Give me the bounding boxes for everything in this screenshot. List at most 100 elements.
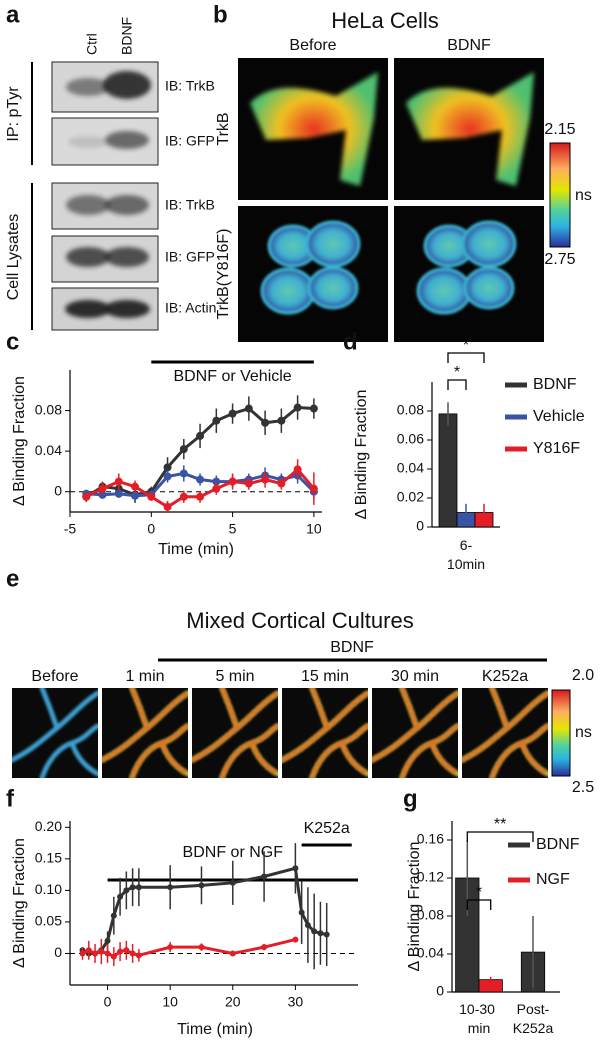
antibody-label: IB: TrkB: [165, 197, 215, 213]
y-tick-label: 0.10: [35, 881, 62, 897]
data-point: [135, 884, 142, 891]
data-point: [163, 463, 172, 472]
data-point: [110, 912, 117, 919]
x-tick-label: 6-10min: [447, 537, 485, 572]
x-axis-label: Time (min): [158, 541, 234, 558]
data-point: [179, 469, 188, 478]
antibody-label: IB: GFP: [165, 133, 215, 149]
micrograph: [372, 688, 458, 778]
panel-title: Mixed Cortical Cultures: [186, 608, 413, 633]
timepoint-label: 1 min: [125, 668, 164, 685]
y-tick-label: 0.02: [397, 489, 424, 505]
panel-label: b: [213, 1, 228, 28]
y-axis-label: Δ Binding Fraction: [406, 842, 423, 972]
lane-label: Ctrl: [84, 33, 100, 55]
data-point: [163, 502, 172, 511]
data-point: [277, 416, 286, 425]
scale-unit: ns: [575, 724, 592, 741]
annotation-label: BDNF or NGF: [183, 844, 284, 861]
data-point: [196, 431, 205, 440]
condition-label: BDNF: [447, 37, 491, 54]
data-point: [123, 887, 130, 894]
data-point: [198, 882, 205, 889]
data-point: [129, 950, 136, 957]
x-tick-label: 10: [306, 521, 322, 537]
micrographs: [12, 688, 571, 778]
significance-label: *: [463, 337, 469, 354]
data-point: [304, 922, 311, 929]
y-tick-label: 0.04: [417, 945, 444, 961]
data-point: [228, 409, 237, 418]
data-point: [129, 884, 136, 891]
data-point: [147, 492, 156, 501]
data-point: [292, 865, 299, 872]
significance-label: *: [476, 884, 482, 901]
scale-unit: ns: [575, 187, 592, 204]
data-point: [110, 953, 117, 960]
data-point: [309, 404, 318, 413]
group-label: IP: pTyr: [5, 86, 22, 142]
timepoint-label: Before: [31, 668, 78, 685]
panel-label: g: [403, 785, 418, 812]
antibody-label: IB: Actin: [165, 300, 216, 316]
data-point: [229, 950, 236, 957]
data-point: [135, 952, 142, 959]
micrographs: [238, 58, 571, 342]
data-point: [104, 937, 111, 944]
annotation-label: K252a: [304, 820, 350, 837]
x-tick-label: 0: [147, 521, 155, 537]
significance-label: *: [454, 364, 460, 381]
micrograph: [12, 688, 98, 778]
y-tick-label: 0.20: [35, 818, 62, 834]
data-point: [82, 492, 91, 501]
antibody-label: IB: GFP: [165, 249, 215, 265]
group-label: Cell Lysates: [5, 214, 22, 301]
data-point: [298, 909, 305, 916]
panel-label: f: [6, 785, 15, 812]
legend-label: BDNF: [533, 376, 577, 393]
legend-label: Y816F: [533, 440, 580, 457]
data-point: [261, 418, 270, 427]
x-tick-label: 30: [288, 994, 304, 1010]
data-point: [163, 472, 172, 481]
y-tick-label: 0.06: [397, 431, 424, 447]
treatment-label: BDNF: [330, 639, 374, 656]
data-point: [309, 484, 318, 493]
lane-label: BDNF: [119, 17, 135, 55]
micrograph: [462, 688, 548, 778]
scale-min: 2.5: [572, 779, 594, 796]
panel-title: HeLa Cells: [331, 8, 439, 33]
micrograph: [102, 688, 188, 778]
data-point: [92, 950, 99, 957]
x-axis-label: Time (min): [177, 1021, 253, 1038]
data-point: [212, 484, 221, 493]
y-tick-label: 0.08: [397, 402, 424, 418]
construct-label: TrkB(Y816F): [215, 229, 232, 320]
y-tick-label: 0.15: [35, 850, 62, 866]
legend-label: Vehicle: [533, 408, 585, 425]
x-tick-label: 10: [162, 994, 178, 1010]
scale-min: 2.75: [544, 251, 575, 268]
y-tick-label: 0.04: [397, 460, 424, 476]
data-point: [323, 931, 330, 938]
timepoint-label: 15 min: [301, 668, 349, 685]
data-point: [104, 950, 111, 957]
data-point: [167, 884, 174, 891]
data-point: [117, 893, 124, 900]
data-point: [179, 492, 188, 501]
scale-max: 2.15: [544, 121, 575, 138]
data-point: [244, 404, 253, 413]
y-tick-label: 0: [416, 518, 424, 534]
timepoint-label: K252a: [482, 668, 528, 685]
data-point: [98, 948, 105, 955]
condition-label: Before: [289, 37, 336, 54]
construct-label: TrkB: [215, 112, 232, 145]
antibody-label: IB: TrkB: [165, 78, 215, 94]
significance-label: **: [494, 816, 506, 833]
data-point: [98, 484, 107, 493]
data-point: [293, 403, 302, 412]
data-point: [228, 477, 237, 486]
timepoint-label: 30 min: [391, 668, 439, 685]
data-point: [277, 479, 286, 488]
data-point: [261, 873, 268, 880]
